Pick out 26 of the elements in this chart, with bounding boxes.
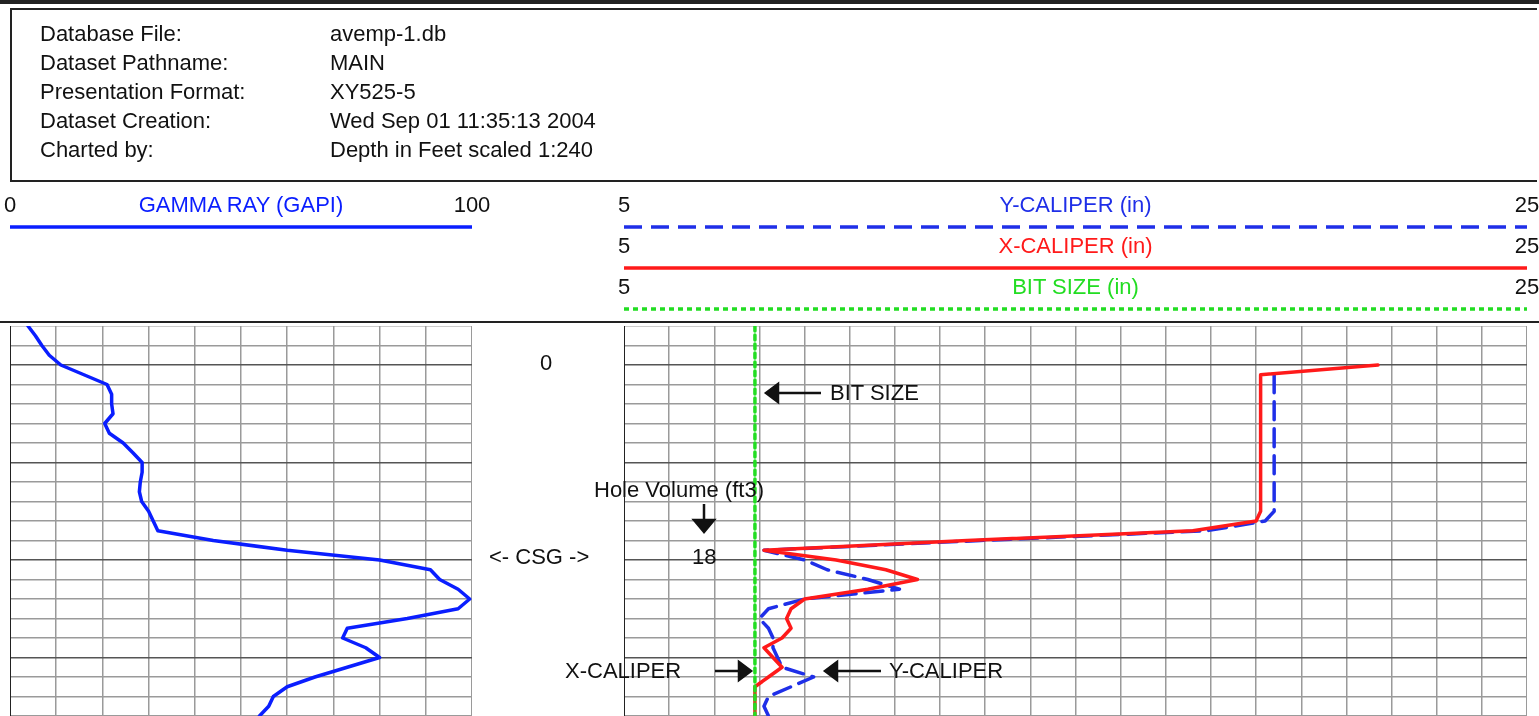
text: Depth in Feet scaled 1:240	[330, 137, 593, 162]
text: Dataset Creation:	[40, 108, 212, 133]
text: Presentation Format:	[40, 79, 246, 104]
x-tick-label: 5	[617, 192, 631, 217]
x-tick-label: 25	[1514, 192, 1539, 217]
text: Wed Sep 01 11:35:13 2004	[330, 108, 596, 133]
text: 25	[1514, 233, 1539, 258]
text: 0	[539, 350, 554, 375]
text: 25	[1514, 274, 1539, 299]
text: X-CALIPER (in)	[998, 233, 1153, 258]
x-tick-label: 100	[453, 192, 491, 217]
text: <- CSG ->	[488, 544, 591, 569]
text: avemp-1.db	[330, 21, 447, 46]
x-tick-label: 0	[3, 192, 17, 217]
text: Database File:	[40, 21, 182, 46]
text: BIT SIZE (in)	[1012, 274, 1139, 299]
annotation: BIT SIZE	[829, 380, 920, 405]
text: 5	[617, 274, 631, 299]
annotation: Y-CALIPER	[888, 658, 1005, 683]
text: GAMMA RAY (GAPI)	[138, 192, 344, 217]
text: MAIN	[330, 50, 385, 75]
text: 5	[617, 233, 631, 258]
text: Charted by:	[40, 137, 154, 162]
text: Y-CALIPER (in)	[999, 192, 1152, 217]
text: Dataset Pathname:	[40, 50, 229, 75]
text: XY525-5	[330, 79, 416, 104]
